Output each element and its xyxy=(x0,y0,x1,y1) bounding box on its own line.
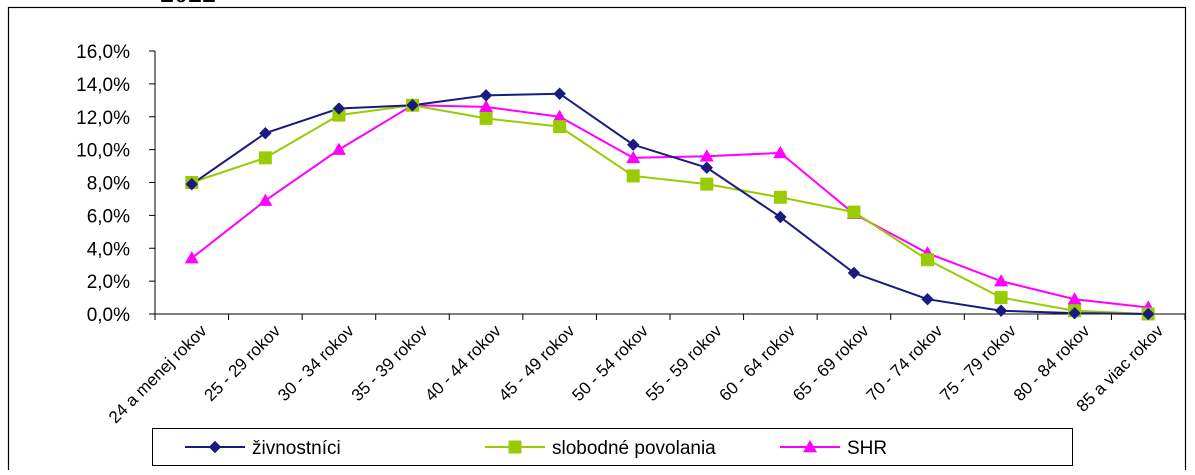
legend-marker xyxy=(208,440,222,454)
y-tick-label: 14,0% xyxy=(76,75,130,96)
x-tick-label: 40 - 44 rokov xyxy=(421,321,505,405)
series-line xyxy=(191,92,1149,315)
data-point xyxy=(921,292,934,306)
data-point xyxy=(774,210,787,224)
data-point xyxy=(258,151,272,165)
data-point xyxy=(185,177,198,191)
data-point xyxy=(332,102,346,115)
y-tick-label: 4,0% xyxy=(87,239,130,260)
data-point xyxy=(406,99,419,112)
data-point xyxy=(700,161,713,174)
x-tick-label: 75 - 79 rokov xyxy=(936,321,1020,405)
y-tick-label: 16,0% xyxy=(76,42,130,63)
data-point xyxy=(184,251,199,264)
y-tick-label: 0,0% xyxy=(87,305,130,326)
legend-label: živnostníci xyxy=(252,438,341,459)
x-tick-label: 55 - 59 rokov xyxy=(642,321,726,405)
legend-box xyxy=(152,428,1073,466)
x-tick-label: 50 - 54 rokov xyxy=(568,321,652,405)
x-tick-label: 60 - 64 rokov xyxy=(716,321,800,405)
data-point xyxy=(479,111,493,125)
data-point xyxy=(627,138,640,151)
data-point xyxy=(994,304,1008,317)
x-tick-label: 45 - 49 rokov xyxy=(495,321,579,405)
chart-frame xyxy=(7,6,1187,475)
data-point xyxy=(332,108,346,122)
y-tick-label: 6,0% xyxy=(87,206,130,227)
data-point xyxy=(1067,292,1082,305)
data-point xyxy=(479,89,493,102)
x-tick-label: 65 - 69 rokov xyxy=(789,321,873,405)
data-point xyxy=(773,190,787,204)
y-tick-label: 8,0% xyxy=(87,174,130,195)
y-tick-label: 10,0% xyxy=(76,141,130,162)
data-point xyxy=(552,109,567,122)
x-tick-label: 35 - 39 rokov xyxy=(348,321,432,405)
data-point xyxy=(994,274,1009,287)
data-point xyxy=(921,253,934,267)
data-point xyxy=(773,145,788,159)
x-tick-label: 30 - 34 rokov xyxy=(274,321,358,405)
data-point xyxy=(1142,307,1155,321)
data-point xyxy=(626,169,640,183)
x-tick-label: 25 - 29 rokov xyxy=(201,321,285,405)
data-point xyxy=(700,177,714,191)
data-point xyxy=(553,87,566,100)
data-point xyxy=(259,126,272,140)
x-tick-label: 70 - 74 rokov xyxy=(863,321,947,405)
legend-label: SHR xyxy=(847,438,887,459)
data-point xyxy=(626,150,641,164)
series-line xyxy=(191,104,1149,309)
series-line xyxy=(191,104,1149,315)
legend-marker xyxy=(803,440,817,453)
data-point xyxy=(1068,306,1081,320)
data-point xyxy=(699,149,714,162)
data-point xyxy=(553,120,567,134)
header-fragment: 2022 xyxy=(160,0,216,8)
y-tick-label: 2,0% xyxy=(87,272,130,293)
data-point xyxy=(847,205,861,219)
y-tick-label: 12,0% xyxy=(76,108,130,129)
data-point xyxy=(479,99,494,113)
legend-marker xyxy=(508,440,522,454)
data-point xyxy=(994,291,1008,305)
data-point xyxy=(847,266,861,280)
legend-label: slobodné povolania xyxy=(552,438,716,459)
data-point xyxy=(258,193,273,206)
data-point xyxy=(331,142,346,155)
x-tick-label: 24 a menej rokov xyxy=(105,321,211,427)
